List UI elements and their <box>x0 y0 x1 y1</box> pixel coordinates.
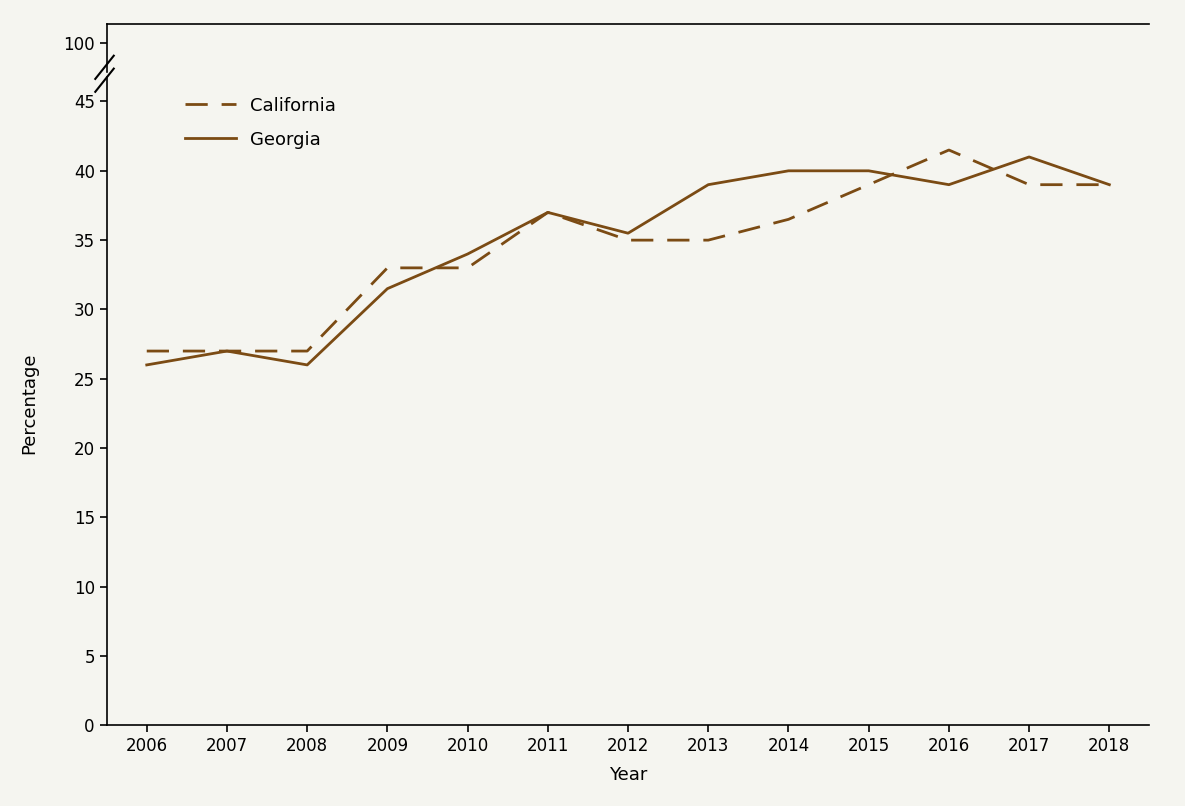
Text: Percentage: Percentage <box>20 352 39 454</box>
Legend: California, Georgia: California, Georgia <box>178 89 344 156</box>
X-axis label: Year: Year <box>609 767 647 784</box>
